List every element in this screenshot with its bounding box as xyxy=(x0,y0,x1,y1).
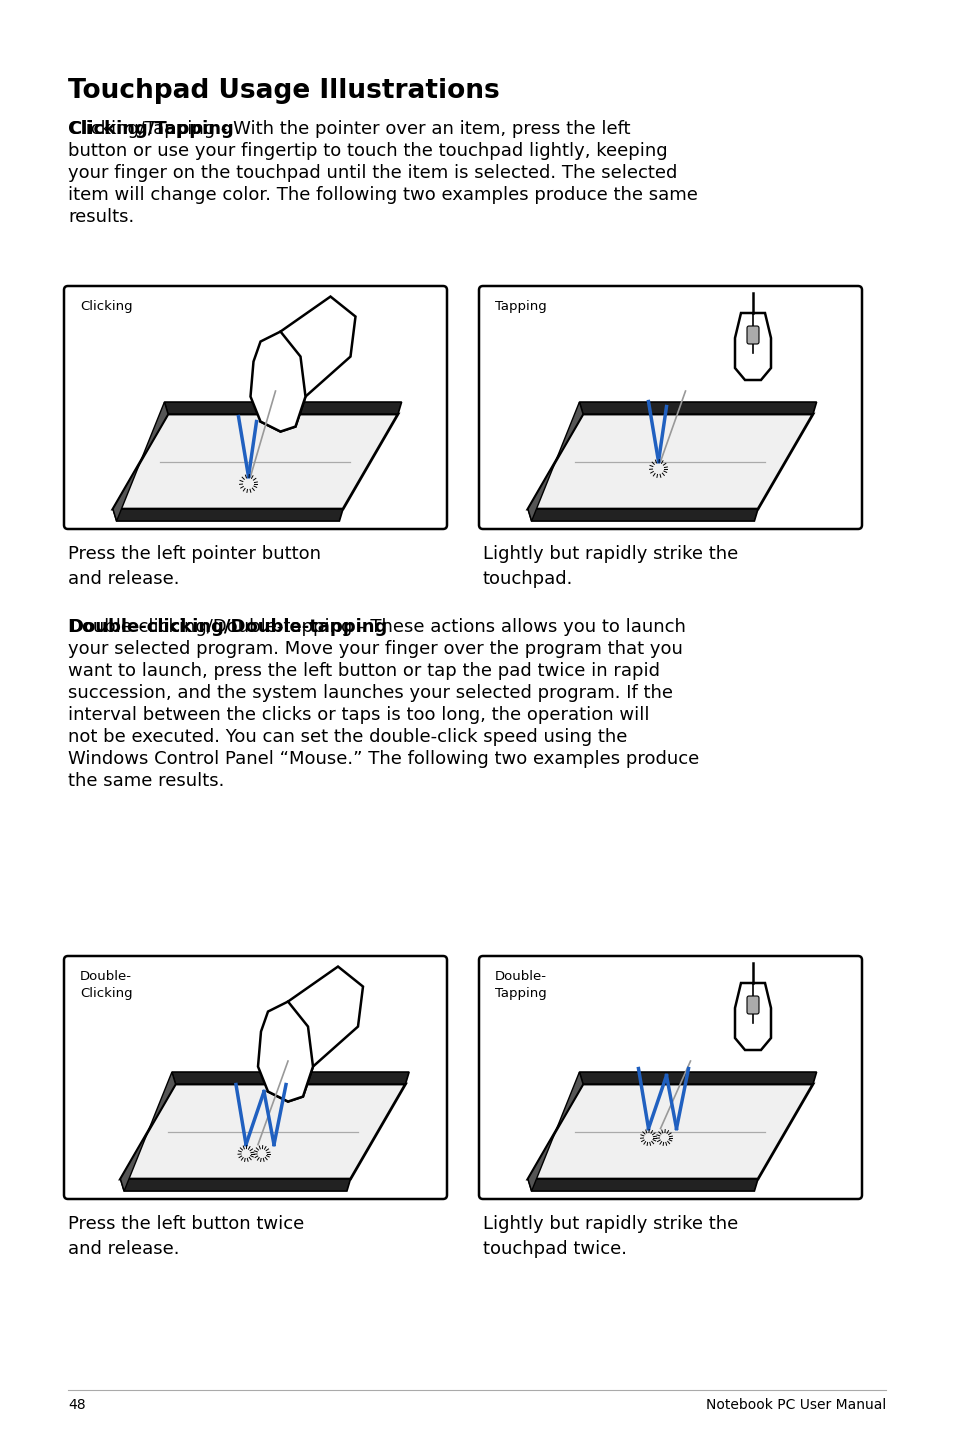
Polygon shape xyxy=(260,296,355,431)
Text: 48: 48 xyxy=(68,1398,86,1412)
Polygon shape xyxy=(578,1073,816,1084)
Polygon shape xyxy=(120,1073,175,1191)
Text: Tapping: Tapping xyxy=(495,301,546,313)
Polygon shape xyxy=(527,1179,758,1191)
Text: Lightly but rapidly strike the
touchpad twice.: Lightly but rapidly strike the touchpad … xyxy=(482,1215,738,1258)
Polygon shape xyxy=(734,313,770,380)
FancyBboxPatch shape xyxy=(746,997,759,1014)
Text: Double-clicking/Double-tapping - These actions allows you to launch: Double-clicking/Double-tapping - These a… xyxy=(68,618,685,636)
Polygon shape xyxy=(527,403,582,521)
Polygon shape xyxy=(527,1084,812,1179)
Text: Clicking: Clicking xyxy=(80,301,132,313)
Text: want to launch, press the left button or tap the pad twice in rapid: want to launch, press the left button or… xyxy=(68,661,659,680)
FancyBboxPatch shape xyxy=(64,286,447,529)
Polygon shape xyxy=(164,403,401,414)
Text: button or use your fingertip to touch the touchpad lightly, keeping: button or use your fingertip to touch th… xyxy=(68,142,667,160)
Polygon shape xyxy=(120,1084,405,1179)
Text: results.: results. xyxy=(68,209,134,226)
Polygon shape xyxy=(527,509,758,521)
Polygon shape xyxy=(578,403,816,414)
Polygon shape xyxy=(527,414,812,509)
Polygon shape xyxy=(527,1073,582,1191)
Polygon shape xyxy=(257,1001,313,1102)
FancyBboxPatch shape xyxy=(478,956,862,1199)
Text: succession, and the system launches your selected program. If the: succession, and the system launches your… xyxy=(68,684,672,702)
Polygon shape xyxy=(734,984,770,1050)
Text: item will change color. The following two examples produce the same: item will change color. The following tw… xyxy=(68,186,698,204)
Polygon shape xyxy=(172,1073,409,1084)
FancyBboxPatch shape xyxy=(746,326,759,344)
Polygon shape xyxy=(251,332,305,431)
FancyBboxPatch shape xyxy=(478,286,862,529)
Polygon shape xyxy=(112,403,168,521)
Text: Double-
Tapping: Double- Tapping xyxy=(495,971,546,999)
Polygon shape xyxy=(112,509,343,521)
Polygon shape xyxy=(268,966,363,1102)
Text: Windows Control Panel “Mouse.” The following two examples produce: Windows Control Panel “Mouse.” The follo… xyxy=(68,751,699,768)
Text: Touchpad Usage Illustrations: Touchpad Usage Illustrations xyxy=(68,78,499,104)
Polygon shape xyxy=(112,414,397,509)
Text: your selected program. Move your finger over the program that you: your selected program. Move your finger … xyxy=(68,640,682,659)
Text: Press the left pointer button
and release.: Press the left pointer button and releas… xyxy=(68,545,320,588)
Text: Lightly but rapidly strike the
touchpad.: Lightly but rapidly strike the touchpad. xyxy=(482,545,738,588)
Text: not be executed. You can set the double-click speed using the: not be executed. You can set the double-… xyxy=(68,728,627,746)
Text: Press the left button twice
and release.: Press the left button twice and release. xyxy=(68,1215,304,1258)
FancyBboxPatch shape xyxy=(64,956,447,1199)
Text: Notebook PC User Manual: Notebook PC User Manual xyxy=(705,1398,885,1412)
Text: the same results.: the same results. xyxy=(68,772,224,789)
Polygon shape xyxy=(120,1179,350,1191)
Text: your finger on the touchpad until the item is selected. The selected: your finger on the touchpad until the it… xyxy=(68,164,677,183)
Text: Clicking/Tapping: Clicking/Tapping xyxy=(68,119,233,138)
Text: Clicking/Tapping - With the pointer over an item, press the left: Clicking/Tapping - With the pointer over… xyxy=(68,119,630,138)
Text: Double-
Clicking: Double- Clicking xyxy=(80,971,132,999)
Text: interval between the clicks or taps is too long, the operation will: interval between the clicks or taps is t… xyxy=(68,706,649,723)
Text: Double-clicking/Double-tapping: Double-clicking/Double-tapping xyxy=(68,618,387,636)
